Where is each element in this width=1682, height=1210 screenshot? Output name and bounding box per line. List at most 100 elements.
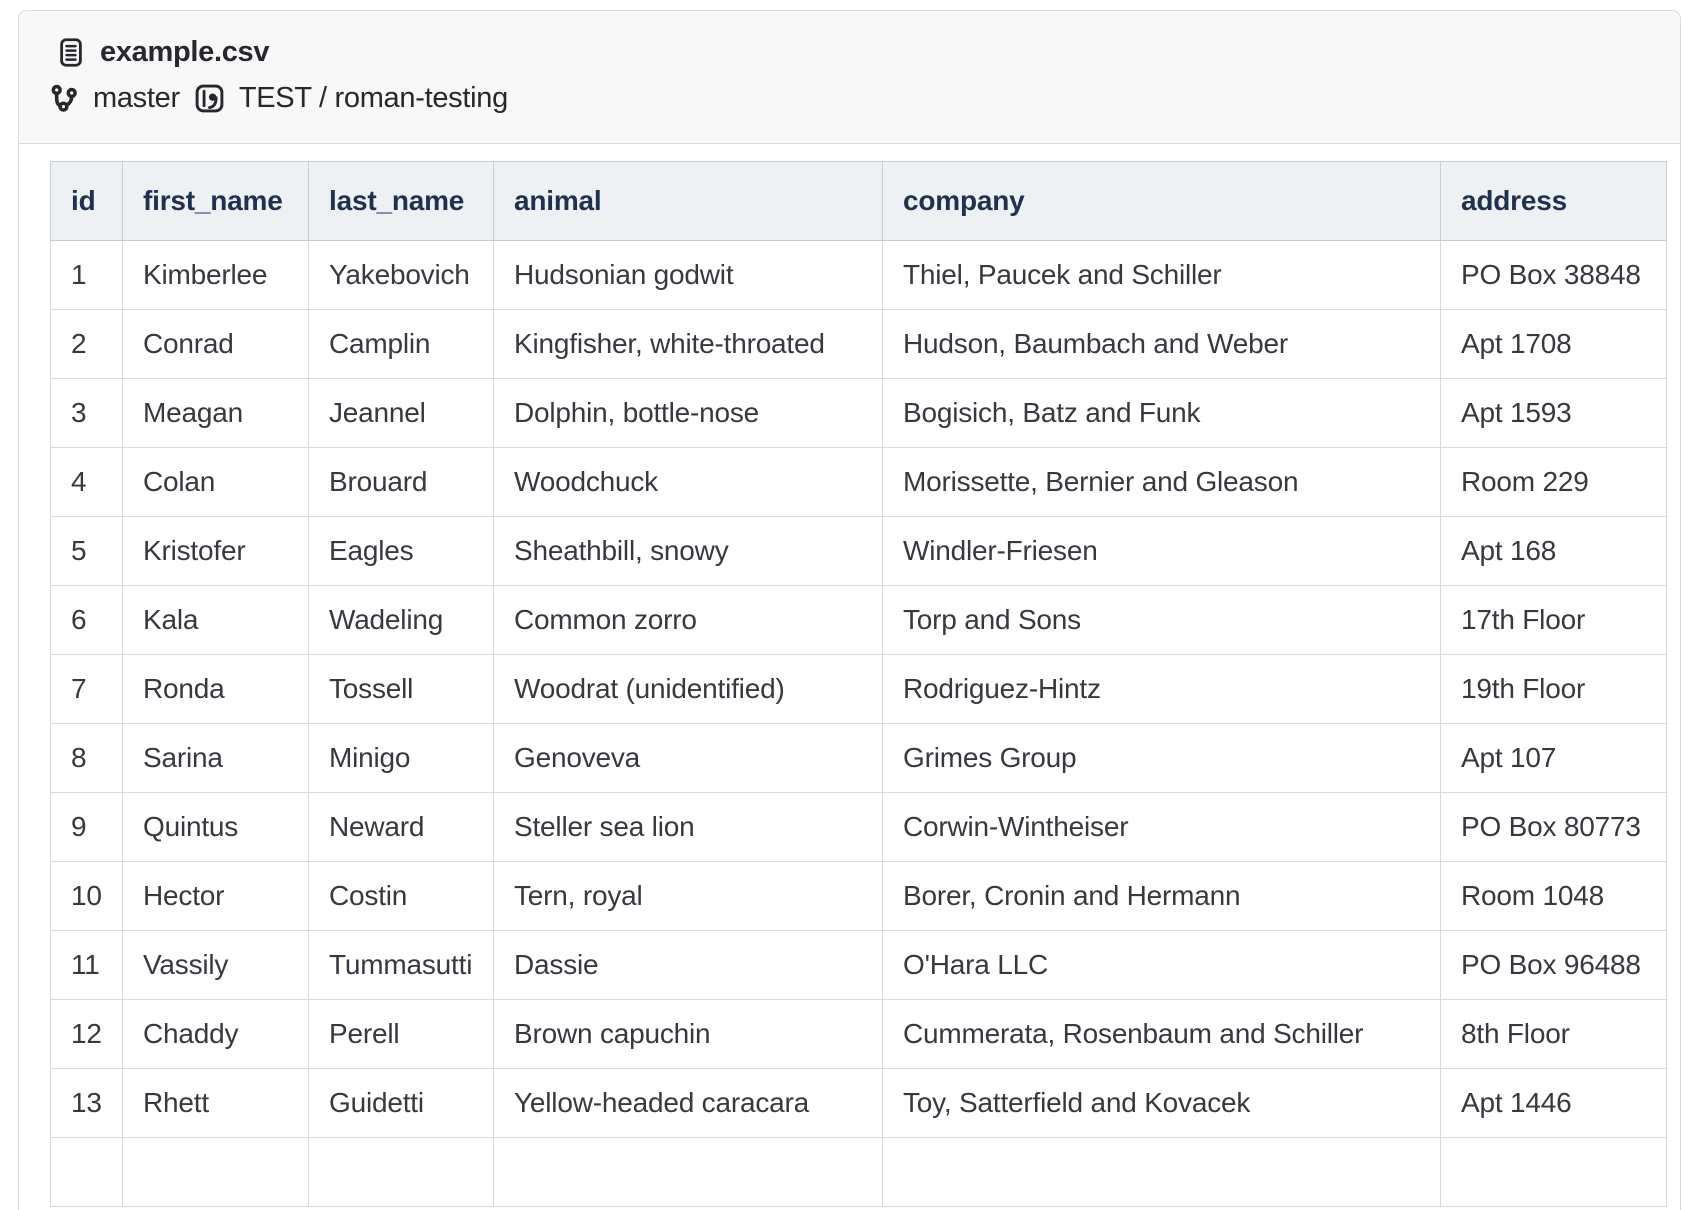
cell: Torp and Sons bbox=[882, 585, 1441, 655]
cell: Woodrat (unidentified) bbox=[493, 654, 883, 724]
cell bbox=[1440, 1137, 1667, 1207]
table-row: 1 Kimberlee Yakebovich Hudsonian godwit Thie… bbox=[50, 240, 1667, 310]
table-row: 6 Kala Wadeling Common zorro Torp and Sons 17… bbox=[50, 585, 1667, 655]
cell bbox=[308, 1137, 494, 1207]
cell: Quintus bbox=[122, 792, 309, 862]
cell: Corwin-Wintheiser bbox=[882, 792, 1441, 862]
cell: Hudsonian godwit bbox=[493, 240, 883, 310]
table-row: 10 Hector Costin Tern, royal Borer, Cronin a… bbox=[50, 861, 1667, 931]
file-name: example.csv bbox=[100, 35, 270, 68]
cell: Apt 168 bbox=[1440, 516, 1667, 586]
file-text-icon bbox=[56, 36, 86, 69]
cell bbox=[122, 1137, 309, 1207]
cell: PO Box 80773 bbox=[1440, 792, 1667, 862]
column-header: last_name bbox=[308, 161, 494, 241]
cell: Kimberlee bbox=[122, 240, 309, 310]
table-row: 13 Rhett Guidetti Yellow-headed caracara Toy… bbox=[50, 1068, 1667, 1138]
cell: Dolphin, bottle-nose bbox=[493, 378, 883, 448]
cell: Colan bbox=[122, 447, 309, 517]
project-path[interactable]: TEST / roman-testing bbox=[238, 81, 508, 114]
cell: Tummasutti bbox=[308, 930, 494, 1000]
cell: Hudson, Baumbach and Weber bbox=[882, 309, 1441, 379]
cell: Borer, Cronin and Hermann bbox=[882, 861, 1441, 931]
table-row-partial bbox=[50, 1137, 1667, 1207]
file-title-row: example.csv bbox=[49, 29, 1650, 75]
cell: Apt 1708 bbox=[1440, 309, 1667, 379]
cell: Kala bbox=[122, 585, 309, 655]
cell: PO Box 96488 bbox=[1440, 930, 1667, 1000]
cell: 1 bbox=[50, 240, 123, 310]
cell: Room 229 bbox=[1440, 447, 1667, 517]
cell: Apt 1446 bbox=[1440, 1068, 1667, 1138]
cell: Perell bbox=[308, 999, 494, 1069]
branch-name[interactable]: master bbox=[93, 81, 180, 114]
cell: Camplin bbox=[308, 309, 494, 379]
cell: Meagan bbox=[122, 378, 309, 448]
cell: 17th Floor bbox=[1440, 585, 1667, 655]
cell: 8 bbox=[50, 723, 123, 793]
cell: Wadeling bbox=[308, 585, 494, 655]
cell: 2 bbox=[50, 309, 123, 379]
table-row: 8 Sarina Minigo Genoveva Grimes Group Apt 107 bbox=[50, 723, 1667, 793]
cell: Jeannel bbox=[308, 378, 494, 448]
cell: 6 bbox=[50, 585, 123, 655]
cell: Room 1048 bbox=[1440, 861, 1667, 931]
cell: Apt 1593 bbox=[1440, 378, 1667, 448]
cell: Vassily bbox=[122, 930, 309, 1000]
table-row: 11 Vassily Tummasutti Dassie O'Hara LLC PO Bo… bbox=[50, 930, 1667, 1000]
cell: Windler-Friesen bbox=[882, 516, 1441, 586]
cell: 4 bbox=[50, 447, 123, 517]
column-header: company bbox=[882, 161, 1441, 241]
cell: Ronda bbox=[122, 654, 309, 724]
cell: 9 bbox=[50, 792, 123, 862]
cell: Guidetti bbox=[308, 1068, 494, 1138]
cell bbox=[50, 1137, 123, 1207]
cell: Steller sea lion bbox=[493, 792, 883, 862]
cell: PO Box 38848 bbox=[1440, 240, 1667, 310]
cell bbox=[882, 1137, 1441, 1207]
cell: Brouard bbox=[308, 447, 494, 517]
cell: Brown capuchin bbox=[493, 999, 883, 1069]
cell: Tern, royal bbox=[493, 861, 883, 931]
cell: 12 bbox=[50, 999, 123, 1069]
file-ref-row: master TEST / roman-testing bbox=[49, 75, 1650, 121]
cell: 19th Floor bbox=[1440, 654, 1667, 724]
cell: Bogisich, Batz and Funk bbox=[882, 378, 1441, 448]
cell: Apt 107 bbox=[1440, 723, 1667, 793]
cell: 8th Floor bbox=[1440, 999, 1667, 1069]
column-header: first_name bbox=[122, 161, 309, 241]
cell: Costin bbox=[308, 861, 494, 931]
cell: Woodchuck bbox=[493, 447, 883, 517]
cell: Common zorro bbox=[493, 585, 883, 655]
cell: Chaddy bbox=[122, 999, 309, 1069]
cell: Morissette, Bernier and Gleason bbox=[882, 447, 1441, 517]
file-header: example.csv master bbox=[19, 11, 1680, 144]
cell: 3 bbox=[50, 378, 123, 448]
cell: Rhett bbox=[122, 1068, 309, 1138]
table-row: 3 Meagan Jeannel Dolphin, bottle-nose Bogisi… bbox=[50, 378, 1667, 448]
cell: 11 bbox=[50, 930, 123, 1000]
cell: Cummerata, Rosenbaum and Schiller bbox=[882, 999, 1441, 1069]
cell: Minigo bbox=[308, 723, 494, 793]
cell: 10 bbox=[50, 861, 123, 931]
cell: Sarina bbox=[122, 723, 309, 793]
cell: Yellow-headed caracara bbox=[493, 1068, 883, 1138]
cell: Tossell bbox=[308, 654, 494, 724]
table-row: 5 Kristofer Eagles Sheathbill, snowy Windler… bbox=[50, 516, 1667, 586]
table-row: 12 Chaddy Perell Brown capuchin Cummerata, R… bbox=[50, 999, 1667, 1069]
cell: Sheathbill, snowy bbox=[493, 516, 883, 586]
cell: Hector bbox=[122, 861, 309, 931]
cell: Grimes Group bbox=[882, 723, 1441, 793]
column-header: animal bbox=[493, 161, 883, 241]
cell: Kristofer bbox=[122, 516, 309, 586]
cell: Thiel, Paucek and Schiller bbox=[882, 240, 1441, 310]
cell: Neward bbox=[308, 792, 494, 862]
project-icon bbox=[194, 83, 225, 114]
table-row: 9 Quintus Neward Steller sea lion Corwin-Win… bbox=[50, 792, 1667, 862]
cell bbox=[493, 1137, 883, 1207]
table-row: 2 Conrad Camplin Kingfisher, white-throated… bbox=[50, 309, 1667, 379]
cell: 7 bbox=[50, 654, 123, 724]
table-row: 4 Colan Brouard Woodchuck Morissette, Bernie… bbox=[50, 447, 1667, 517]
csv-table: id first_name last_name animal company addres… bbox=[50, 161, 1667, 1207]
table-row: 7 Ronda Tossell Woodrat (unidentified) Rodri… bbox=[50, 654, 1667, 724]
